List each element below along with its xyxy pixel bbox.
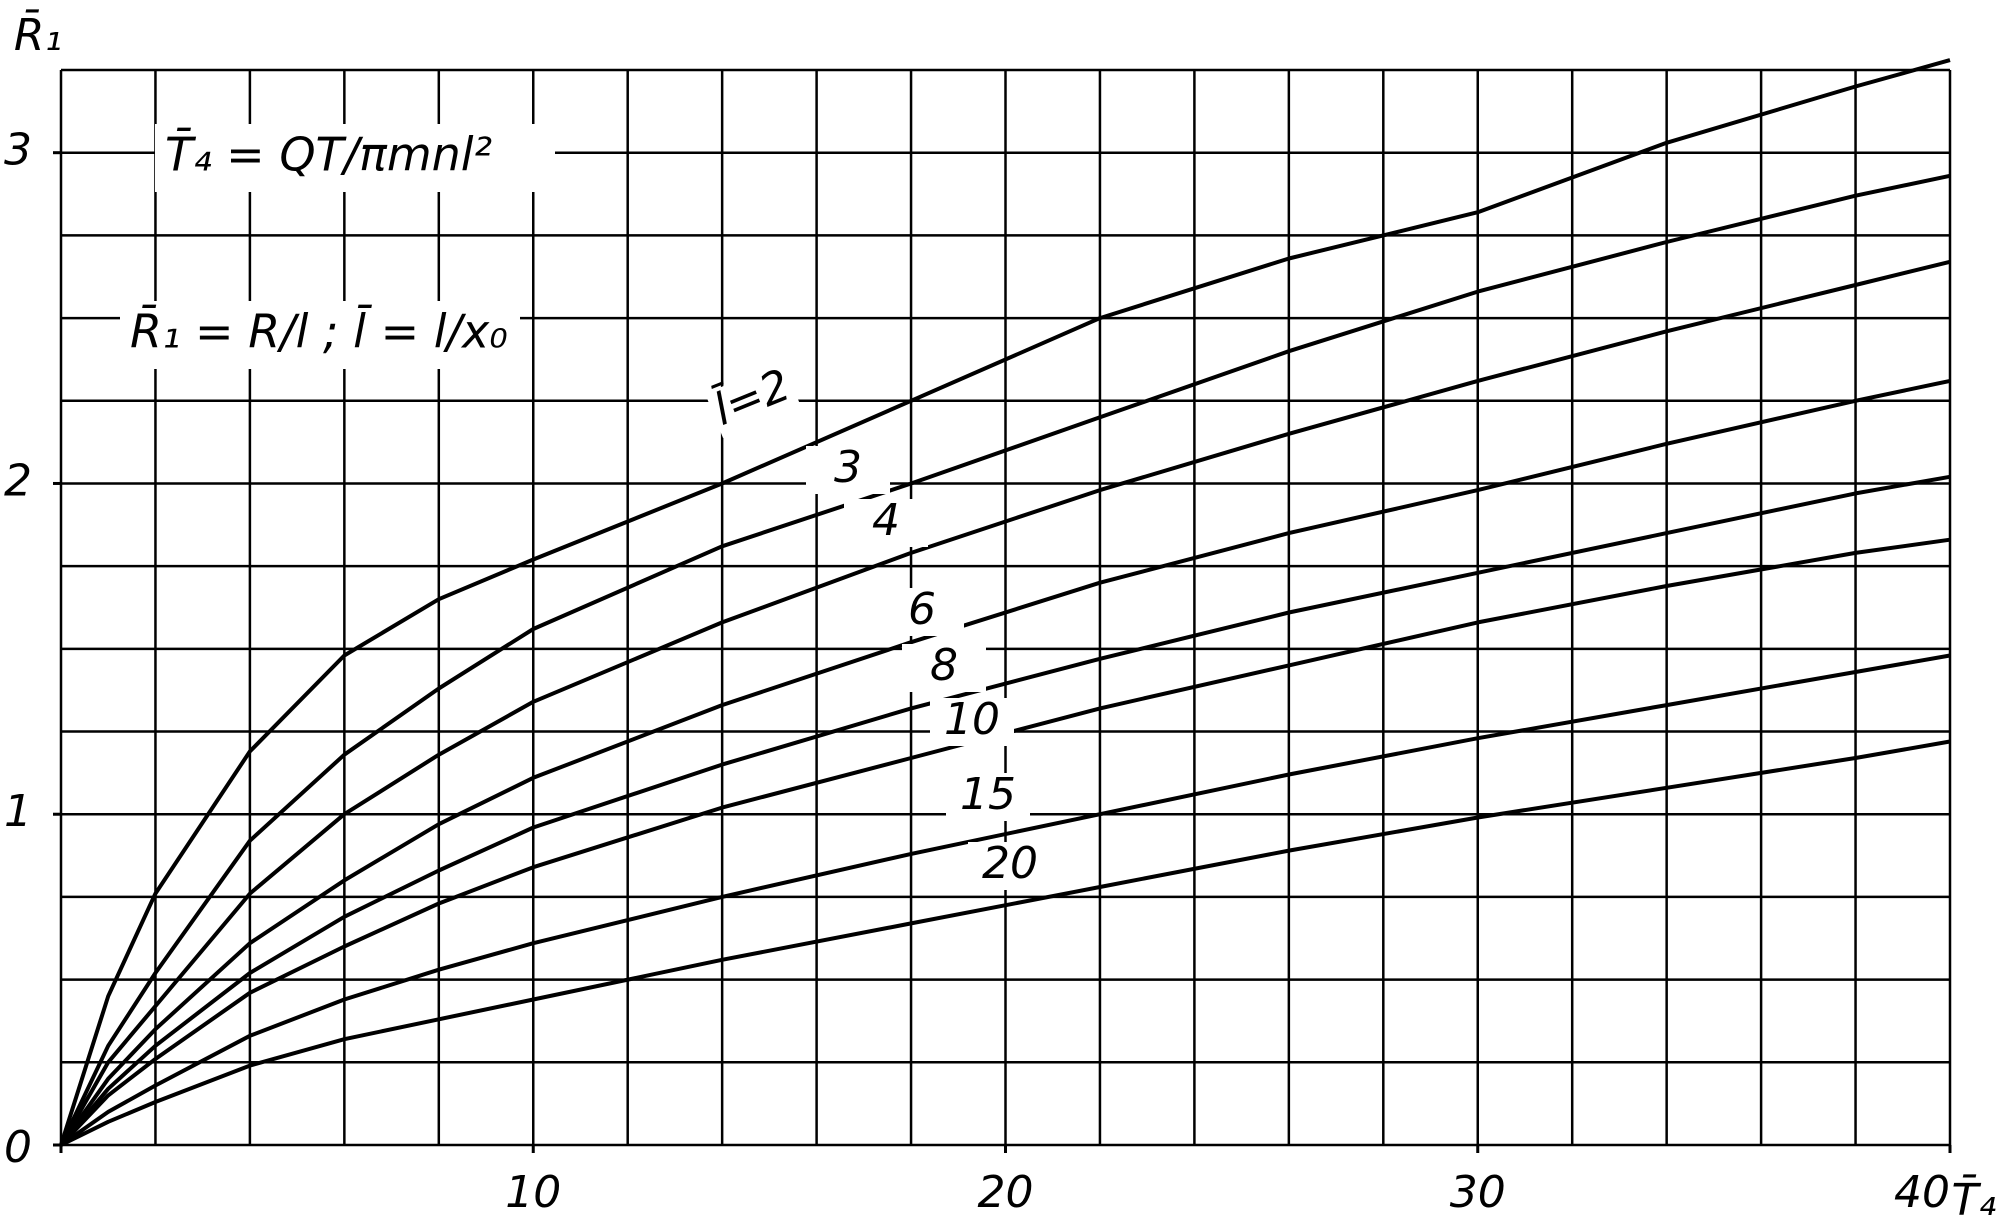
label-bg <box>930 698 1014 746</box>
curve <box>60 739 1951 1147</box>
series-label: 15 <box>960 769 1016 820</box>
label-bg <box>902 644 986 692</box>
label-bg <box>968 842 1052 890</box>
series-label: 8 <box>930 640 958 691</box>
label-bg <box>705 362 801 438</box>
x-tick-label: 10 <box>505 1167 561 1218</box>
curve <box>59 259 1951 1146</box>
y-tick-label: 0 <box>4 1122 32 1173</box>
curve <box>59 653 1951 1147</box>
y-tick-label: 1 <box>4 786 32 837</box>
x-axis-label: T̄₄ <box>1951 1173 1996 1225</box>
series-label: 3 <box>834 442 862 493</box>
curve <box>59 537 1951 1147</box>
curve <box>59 173 1951 1146</box>
annotation: R̄₁ = R/l ; l̄ = l/x₀ <box>130 304 508 358</box>
x-tick-label: 30 <box>1450 1167 1506 1218</box>
series-label: 20 <box>982 838 1038 889</box>
curve <box>59 58 1951 1146</box>
label-bg <box>946 773 1030 821</box>
label-bg <box>844 499 928 547</box>
series-label: 4 <box>872 495 900 546</box>
y-tick-label: 3 <box>4 125 32 176</box>
label-bg <box>806 446 890 494</box>
label-bg <box>880 588 964 636</box>
y-axis-label: R̄₁ <box>14 8 62 61</box>
x-tick-label: 40 <box>1894 1167 1950 1218</box>
x-tick-label: 20 <box>978 1167 1034 1218</box>
y-tick-label: 2 <box>4 455 32 506</box>
series-label: 6 <box>908 584 936 635</box>
annotation: T̄₄ = QT/πmnl² <box>165 127 492 181</box>
curve <box>59 474 1951 1147</box>
series-label: 10 <box>944 694 1000 745</box>
curve <box>59 378 1951 1147</box>
annotation-bg <box>120 301 520 369</box>
annotation-bg <box>155 124 555 192</box>
